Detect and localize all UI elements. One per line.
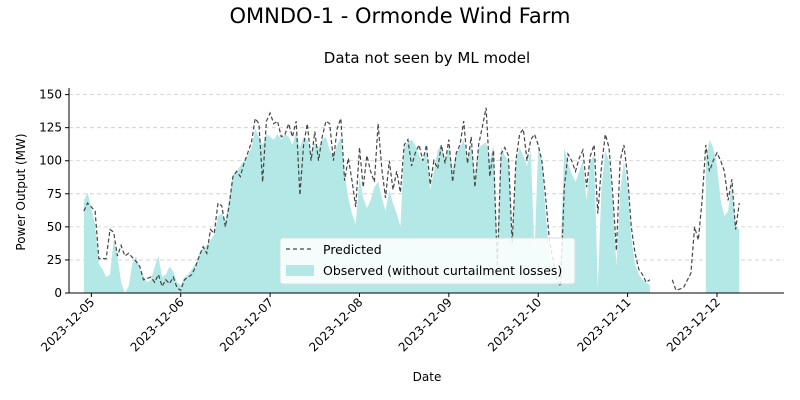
y-tick-label-25: 25 (47, 253, 62, 267)
y-axis-ticks: 0 25 50 75 100 125 150 (39, 88, 69, 300)
x-axis-label: Date (413, 370, 442, 384)
predicted-line-segment-2 (671, 144, 740, 292)
chart-title: OMNDO-1 - Ormonde Wind Farm (229, 4, 570, 28)
x-axis-ticks: 2023-12-05 2023-12-06 2023-12-07 2023-12-08… (38, 293, 723, 354)
y-tick-label-150: 150 (39, 88, 62, 102)
y-tick-label-100: 100 (39, 154, 62, 168)
y-tick-label-75: 75 (47, 187, 62, 201)
axes (68, 88, 784, 294)
legend-observed-swatch (286, 265, 314, 276)
legend-box (279, 237, 576, 285)
x-tick-label-2023-12-12: 2023-12-12 (664, 295, 723, 354)
x-tick-label-2023-12-08: 2023-12-08 (306, 295, 365, 354)
x-tick-label-2023-12-06: 2023-12-06 (128, 295, 187, 354)
legend: Predicted Observed (without curtailment … (279, 237, 576, 285)
x-tick-label-2023-12-09: 2023-12-09 (396, 295, 455, 354)
x-tick-label-2023-12-05: 2023-12-05 (38, 295, 97, 354)
x-tick-label-2023-12-07: 2023-12-07 (217, 295, 276, 354)
y-axis-label: Power Output (MW) (14, 133, 28, 250)
x-tick-label-2023-12-11: 2023-12-11 (574, 295, 633, 354)
x-tick-label-2023-12-10: 2023-12-10 (485, 295, 544, 354)
legend-observed-label: Observed (without curtailment losses) (323, 263, 562, 278)
y-tick-label-50: 50 (47, 220, 62, 234)
y-tick-label-0: 0 (54, 286, 62, 300)
chart-subtitle: Data not seen by ML model (324, 49, 530, 67)
y-tick-label-125: 125 (39, 121, 62, 135)
legend-predicted-label: Predicted (323, 242, 382, 257)
observed-area-segment-2 (705, 139, 740, 293)
